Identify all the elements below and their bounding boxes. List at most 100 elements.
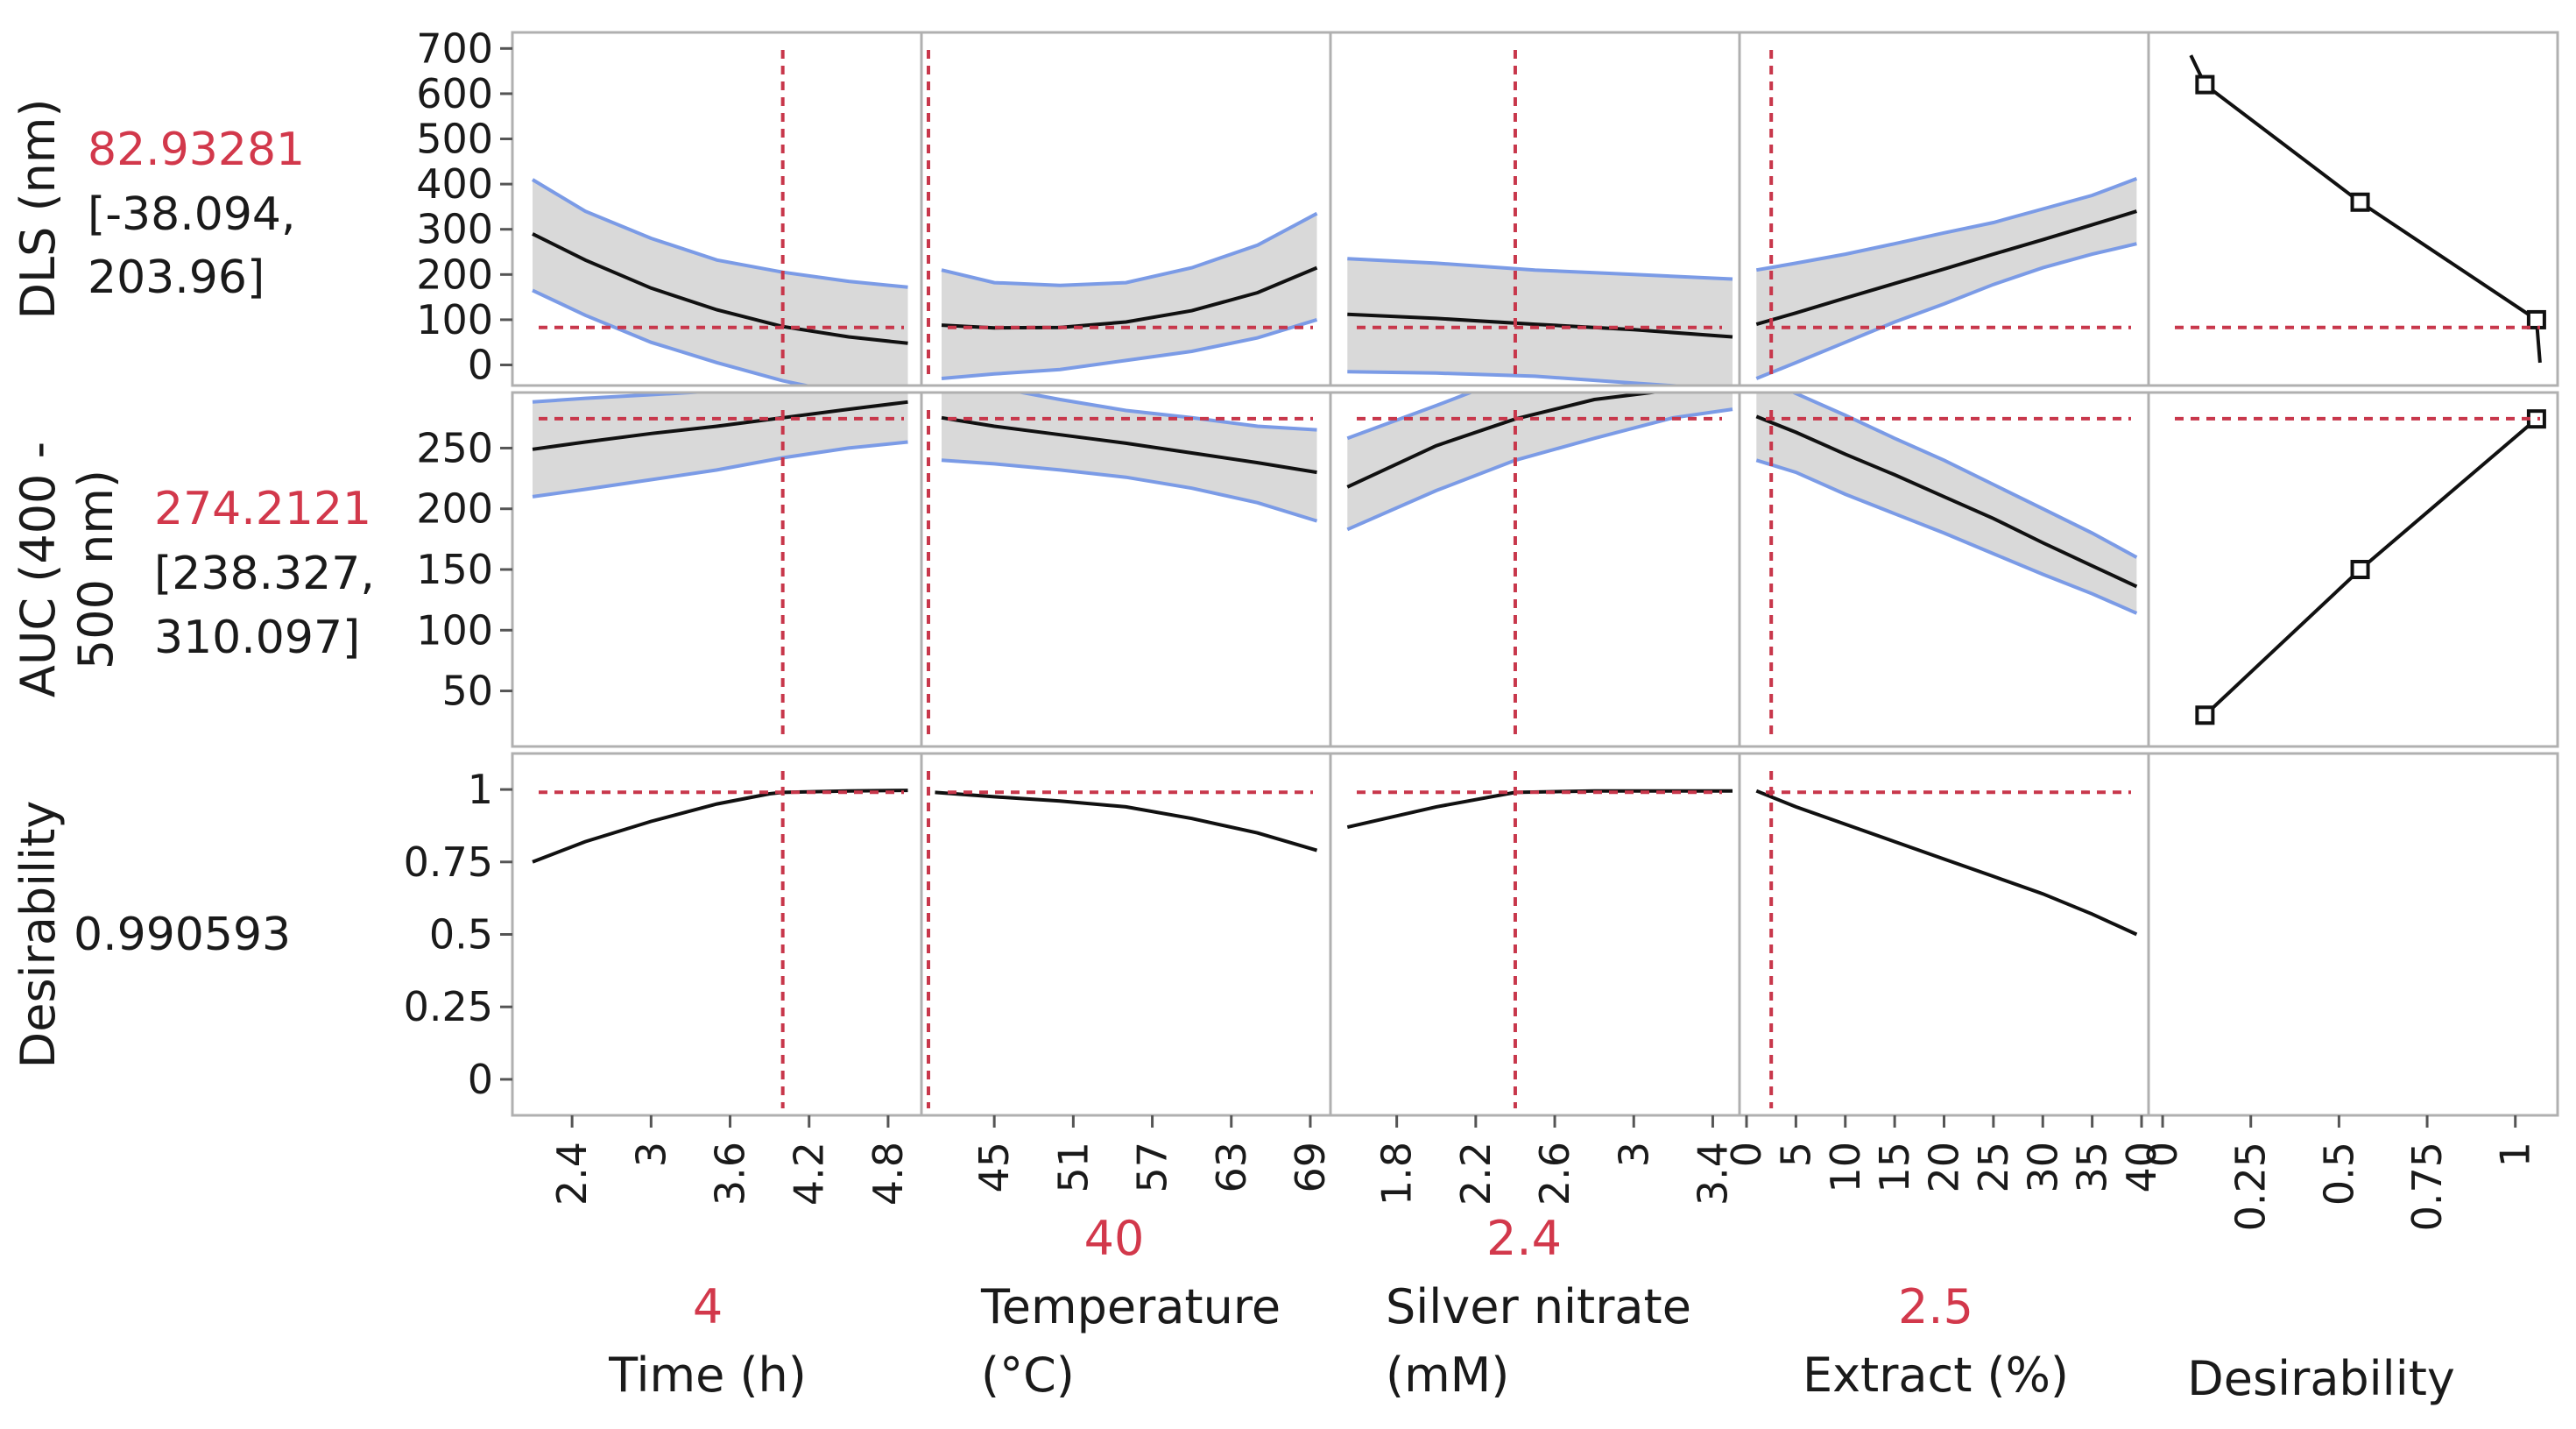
panel-border [2147, 752, 2559, 1117]
temperature-current-setting: 40 [1084, 1211, 1145, 1266]
upper-confidence-line [1789, 393, 2138, 559]
y-tick-label: 200 [416, 485, 493, 533]
desirability-marker [2195, 705, 2215, 725]
x-tick-label: 1.8 [1373, 1142, 1421, 1206]
x-tick-label: 3.4 [1689, 1142, 1736, 1206]
silver-nitrate-axis-title: Silver nitrate [1386, 1279, 1691, 1334]
confidence-band [533, 180, 908, 386]
desirability-marker [2350, 560, 2370, 579]
x-tick-label: 57 [1129, 1142, 1176, 1193]
temperature-axis-title: Temperature [980, 1279, 1281, 1334]
x-tick-label: 10 [1822, 1142, 1869, 1193]
x-tick-label: 40 [2118, 1142, 2165, 1193]
panel-border [511, 752, 923, 1117]
prediction-line [532, 400, 908, 451]
prediction-line [532, 789, 908, 864]
y-tick-label: 200 [416, 251, 493, 298]
y-tick-label: 0 [468, 1056, 493, 1103]
desirability-marker [2195, 74, 2215, 95]
auc-confidence-interval: 310.097] [154, 612, 360, 664]
lower-confidence-line [1755, 458, 2138, 615]
upper-confidence-line [532, 393, 722, 404]
upper-confidence-line [531, 178, 908, 289]
y-tick-label: 300 [416, 206, 493, 253]
y-tick-label: 400 [416, 160, 493, 208]
lower-confidence-line [941, 458, 1318, 523]
lower-confidence-line [1346, 407, 1733, 532]
temperature-axis-title: (°C) [981, 1348, 1075, 1403]
x-tick-label: 2.4 [548, 1142, 596, 1206]
x-tick-label: 15 [1871, 1142, 1918, 1193]
panel-border [2147, 391, 2559, 748]
y-tick-label: 700 [416, 25, 493, 72]
x-tick-label: 25 [1970, 1142, 2017, 1193]
x-tick-label: 2.6 [1531, 1142, 1578, 1206]
confidence-band [1756, 393, 2137, 613]
row-title: 500 nm) [68, 470, 124, 669]
x-tick-label: 45 [970, 1142, 1018, 1193]
y-tick-label: 100 [416, 296, 493, 343]
x-tick-label: 4.8 [865, 1142, 912, 1206]
x-tick-label: 35 [2069, 1142, 2116, 1193]
auc-current-value: 274.2121 [154, 483, 371, 535]
x-tick-label: 2.2 [1452, 1142, 1500, 1206]
x-tick-label: 30 [2019, 1142, 2066, 1193]
y-tick-label: 600 [416, 70, 493, 117]
y-tick-label: 150 [416, 546, 493, 593]
upper-confidence-line [1347, 257, 1733, 281]
desirability-current-value: 0.990593 [74, 909, 291, 961]
x-tick-label: 20 [1921, 1142, 1968, 1193]
x-tick-label: 0 [1723, 1142, 1770, 1167]
confidence-band [1756, 178, 2137, 378]
confidence-band [942, 393, 1317, 521]
y-tick-label: 50 [441, 668, 493, 715]
time-axis-title: Time (h) [608, 1348, 807, 1403]
upper-confidence-line [941, 211, 1318, 287]
x-tick-label: 63 [1208, 1142, 1255, 1193]
prediction-line [1755, 209, 2137, 327]
lower-confidence-line [1755, 242, 2137, 380]
y-tick-label: 500 [416, 116, 493, 163]
silver-nitrate-axis-title: (mM) [1386, 1348, 1509, 1403]
extract-current-setting: 2.5 [1898, 1279, 1973, 1334]
time-current-setting: 4 [693, 1279, 723, 1334]
x-tick-label: 51 [1049, 1142, 1097, 1193]
prediction-line [941, 265, 1318, 330]
dls-confidence-interval: 203.96] [88, 251, 265, 304]
x-tick-label: 0.5 [2315, 1142, 2362, 1206]
prediction-line [941, 415, 1317, 475]
desirability-marker [2526, 409, 2546, 429]
confidence-band [1347, 258, 1733, 386]
x-tick-label: 3 [627, 1142, 674, 1167]
lower-confidence-line [532, 288, 815, 386]
x-tick-label: 0.75 [2403, 1142, 2451, 1231]
x-tick-label: 5 [1772, 1142, 1819, 1167]
y-tick-label: 0.75 [404, 838, 493, 886]
row-title: DLS (nm) [11, 98, 66, 319]
upper-confidence-line [1755, 177, 2138, 272]
y-tick-label: 1 [468, 766, 493, 813]
x-tick-label: 3.6 [707, 1142, 754, 1206]
desirability-marker [2526, 309, 2546, 329]
silver-nitrate-current-setting: 2.4 [1486, 1211, 1562, 1266]
dls-current-value: 82.93281 [88, 124, 305, 176]
x-tick-label: 0 [2139, 1142, 2186, 1167]
prediction-line [935, 790, 1318, 852]
y-tick-label: 0.5 [429, 911, 493, 959]
desirability-axis-title: Desirability [2187, 1351, 2455, 1406]
x-tick-label: 69 [1287, 1142, 1334, 1193]
dls-confidence-interval: [-38.094, [88, 188, 296, 241]
y-tick-label: 100 [416, 606, 493, 654]
x-tick-label: 4.2 [786, 1142, 833, 1206]
upper-confidence-line [1346, 393, 1476, 441]
row-title: AUC (400 - [11, 442, 66, 697]
desirability-function-line [2204, 417, 2538, 717]
lower-confidence-line [532, 440, 908, 499]
panel-border [1329, 752, 1741, 1117]
desirability-marker [2350, 192, 2370, 212]
panel-border [2147, 31, 2559, 387]
prediction-line [1755, 789, 2138, 937]
auc-confidence-interval: [238.327, [154, 548, 375, 600]
prediction-line [1347, 312, 1733, 339]
